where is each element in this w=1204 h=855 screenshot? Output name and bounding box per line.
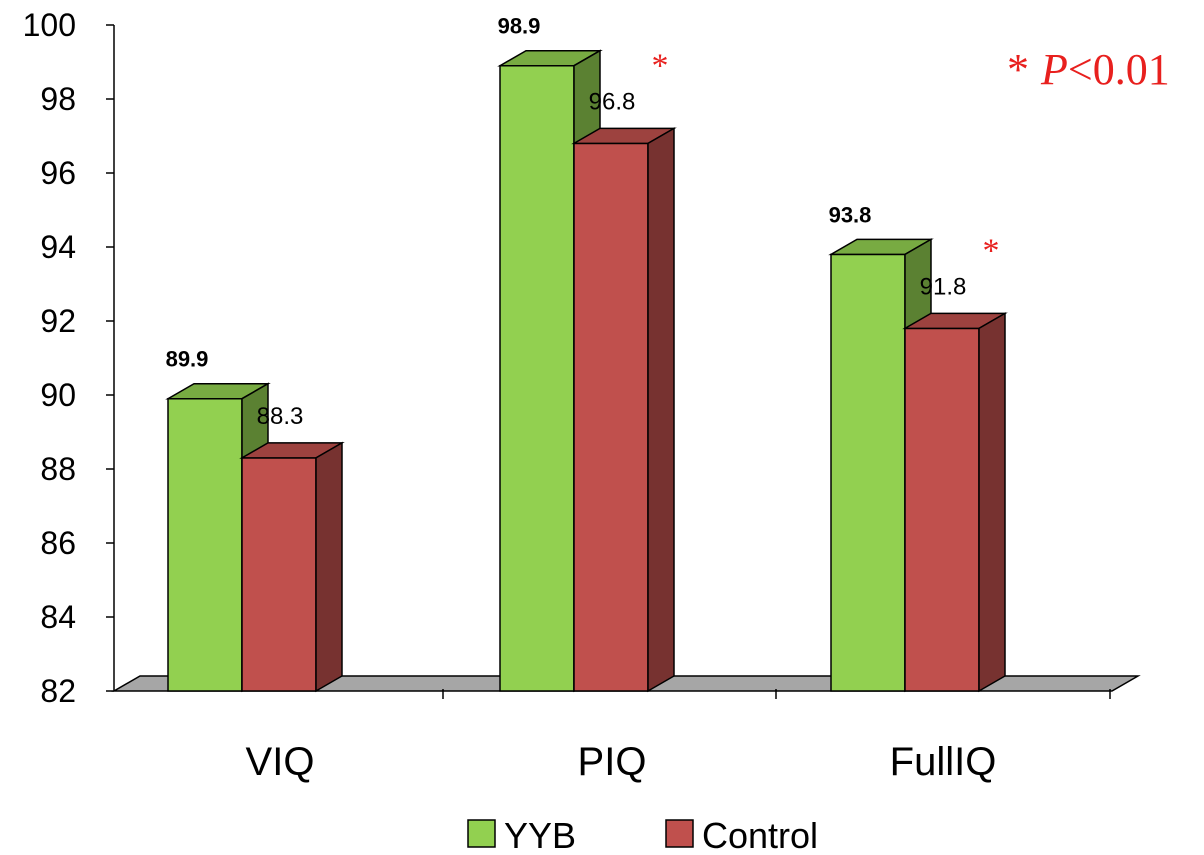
legend-label: Control — [702, 815, 818, 855]
data-labels-group: 89.9 88.3 98.9 96.8 * 93.8 91.8 * — [166, 14, 1000, 430]
y-tick-label: 82 — [40, 673, 76, 709]
y-tick-label: 100 — [23, 7, 76, 43]
legend-label: YYB — [504, 815, 576, 855]
bar-control-piq — [571, 127, 677, 693]
legend-item-control: Control — [665, 815, 818, 855]
bar-control-viq — [239, 441, 345, 693]
data-label-yyb: 98.9 — [498, 14, 541, 39]
significance-note: * P<0.01 — [1007, 45, 1170, 94]
y-tick-label: 92 — [40, 303, 76, 339]
data-label-yyb: 89.9 — [166, 347, 209, 372]
significance-star: * — [652, 47, 669, 84]
x-axis-labels: VIQ PIQ FullIQ — [246, 740, 997, 784]
legend-swatch — [665, 819, 694, 848]
data-label-control: 96.8 — [589, 88, 636, 115]
y-tick-label: 98 — [40, 81, 76, 117]
x-category-label: FullIQ — [890, 740, 997, 784]
y-axis: 82 84 86 88 90 92 94 96 98 100 — [23, 7, 115, 709]
y-tick-label: 84 — [40, 599, 76, 635]
data-label-control: 88.3 — [257, 403, 304, 430]
y-tick-label: 88 — [40, 451, 76, 487]
legend-swatch — [467, 819, 496, 848]
legend-item-yyb: YYB — [467, 815, 576, 855]
y-tick-label: 94 — [40, 229, 76, 265]
bar-control-fulliq — [902, 312, 1008, 693]
data-label-control: 91.8 — [920, 273, 967, 300]
x-category-label: VIQ — [246, 740, 315, 784]
y-tick-label: 90 — [40, 377, 76, 413]
y-tick-label: 86 — [40, 525, 76, 561]
bars-group — [165, 49, 1008, 693]
x-category-label: PIQ — [578, 740, 647, 784]
significance-star: * — [983, 232, 1000, 269]
legend: YYB Control — [467, 815, 818, 855]
data-label-yyb: 93.8 — [829, 202, 872, 227]
y-tick-label: 96 — [40, 155, 76, 191]
